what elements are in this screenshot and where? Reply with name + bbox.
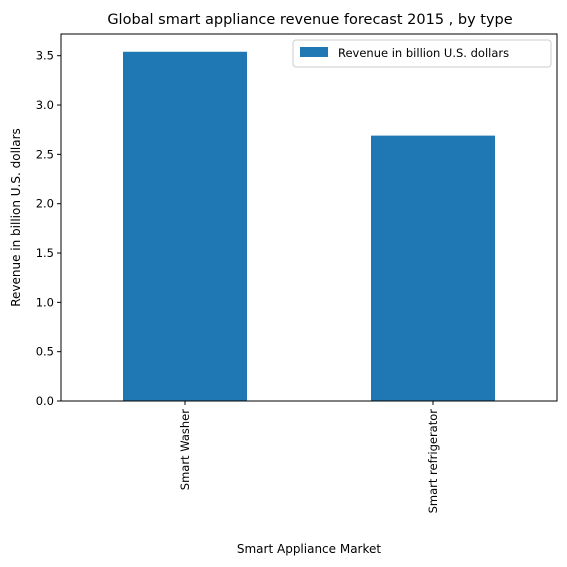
y-axis-ticks: 0.0 0.5 1.0 1.5 2.0 2.5 3.0 3.5 — [36, 49, 61, 408]
y-tick-label: 0.0 — [36, 394, 54, 408]
x-axis-ticks: Smart Washer Smart refrigerator — [178, 401, 440, 513]
plot-frame — [60, 33, 558, 402]
y-tick-label: 0.5 — [36, 345, 54, 359]
bar-smart-washer — [123, 51, 247, 402]
y-tick-label: 1.5 — [36, 246, 54, 260]
legend: Revenue in billion U.S. dollars — [292, 39, 552, 68]
y-tick-label: 2.0 — [36, 197, 54, 211]
x-axis-label: Smart Appliance Market — [237, 542, 382, 556]
bar-smart-refrigerator — [371, 135, 495, 401]
y-tick-label: 3.5 — [36, 49, 54, 63]
x-tick-label: Smart refrigerator — [426, 409, 440, 514]
legend-swatch — [300, 47, 328, 57]
y-tick-label: 2.5 — [36, 147, 54, 161]
chart-title: Global smart appliance revenue forecast … — [107, 12, 512, 28]
y-tick-label: 1.0 — [36, 295, 54, 309]
bars-layer — [123, 51, 495, 402]
legend-label: Revenue in billion U.S. dollars — [338, 46, 509, 60]
y-tick-label: 3.0 — [36, 98, 54, 112]
legend-box — [292, 39, 552, 68]
y-axis-label: Revenue in billion U.S. dollars — [9, 128, 23, 307]
x-tick-label: Smart Washer — [178, 409, 192, 490]
